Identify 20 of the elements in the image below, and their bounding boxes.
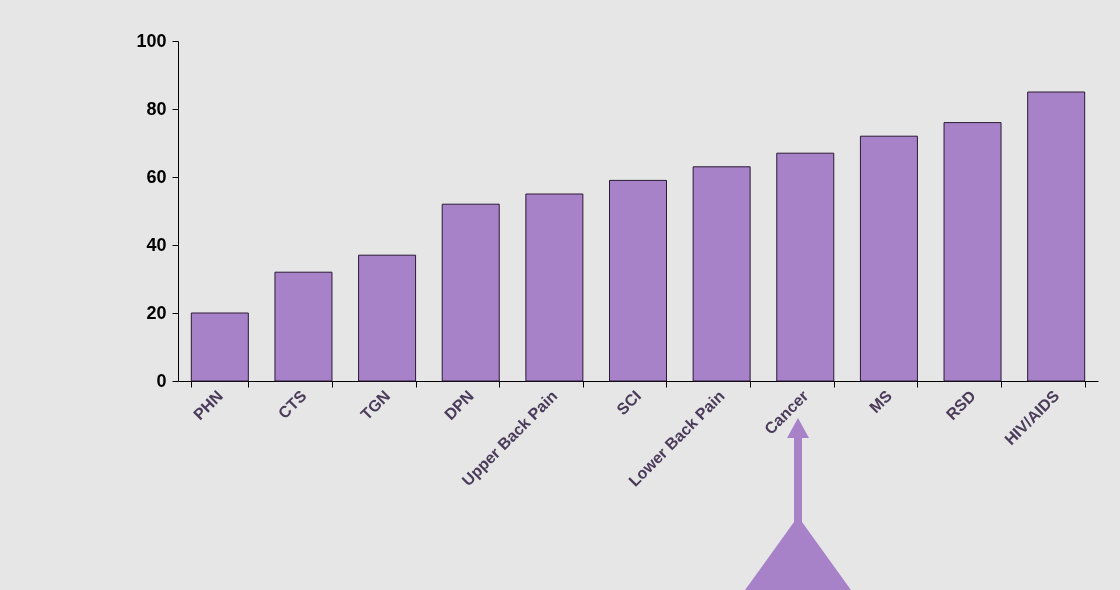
bar <box>525 193 584 382</box>
y-tick-label: 60 <box>146 166 167 187</box>
bar <box>1027 91 1086 382</box>
y-tick-label: 80 <box>146 98 167 119</box>
bar <box>358 254 417 382</box>
bar <box>190 312 249 382</box>
bar <box>692 166 751 382</box>
bar <box>859 135 918 382</box>
x-tick-label: CTS <box>274 386 310 422</box>
y-tick-label: 0 <box>156 370 167 391</box>
bar <box>943 122 1002 382</box>
y-tick-label: 40 <box>146 234 167 255</box>
y-tick-label: 20 <box>146 302 167 323</box>
bar <box>274 271 333 382</box>
y-tick-label: 100 <box>136 30 167 51</box>
bar <box>441 203 500 382</box>
bar <box>609 179 667 382</box>
x-tick-label: MS <box>866 386 896 417</box>
bar <box>776 152 835 382</box>
x-tick-label: SCI <box>613 387 645 419</box>
